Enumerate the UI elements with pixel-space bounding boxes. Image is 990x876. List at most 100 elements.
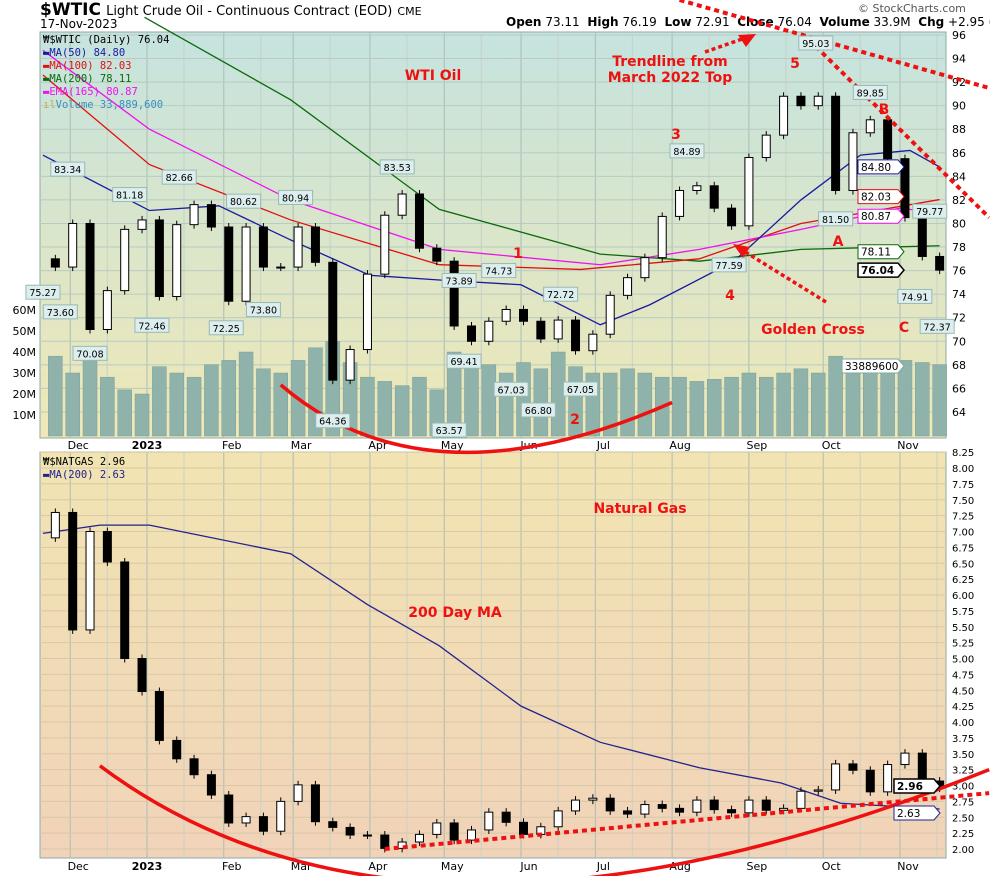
natgas-candle [102,531,112,563]
oil-candle [328,261,338,381]
close-value: 76.04 [777,15,812,29]
natgas-legend: ₩$NATGAS 2.96 ▬MA(200) 2.63 [43,456,125,482]
legend-ma50: ▬MA(50) 84.80 [43,47,126,59]
chart-date: 17-Nov-2023 [40,17,118,31]
legend-price: ₩$WTIC (Daily) 76.04 [43,34,170,46]
volume-bar [880,366,895,437]
price-label-box [520,402,556,418]
wti-oil-label: WTI Oil [405,68,462,84]
oil-candle [588,333,598,352]
price-label: 95.03 [802,39,829,50]
natgas-candle [779,807,789,811]
y-tick-label: 74 [952,288,966,301]
oil-candle [172,224,182,298]
volume-bar [377,381,393,437]
legend-ema165: ▬EMA(165) 80.87 [43,86,138,98]
y-tick-label: 88 [952,123,966,136]
price-label: 72.25 [213,324,240,335]
y-tick-label: 7.50 [952,496,974,507]
stockcharts-watermark: © StockCharts.com [858,2,966,15]
x-tick-label: Feb [222,439,241,452]
oil-candle [848,132,858,191]
volume-tick-label: 60M [13,304,37,317]
price-label-box [912,203,948,219]
oil-candle [276,266,286,269]
oil-candle [883,119,893,160]
price-label-box [493,381,529,397]
oil-candle [310,226,320,263]
oil-candle [397,193,407,216]
oil-candle [692,185,702,191]
y-tick-label: 4.00 [952,718,974,729]
price-label-box [562,381,598,397]
legend-ma200: ▬MA(200) 78.11 [43,73,132,85]
volume-bar [516,362,531,437]
volume-bar [394,385,410,437]
volume-bar [672,376,687,437]
natgas-candle [744,799,754,814]
x-tick-label: 2023 [132,439,163,452]
natgas-candle [519,821,529,835]
x-tick-label: Oct [822,860,842,873]
oil-candle [68,222,78,268]
natgas-candle [675,807,685,813]
volume-bar [932,364,947,437]
volume-tick-label: 30M [13,367,37,380]
value-tag [893,805,941,821]
volume-bar [602,372,618,437]
y-tick-label: 5.25 [952,639,974,650]
natgas-candle [796,790,806,809]
y-tick-label: 78 [952,241,966,254]
price-label-box [226,193,262,209]
price-label-box [818,211,854,227]
value-tag-text: 76.04 [861,265,894,277]
oil-candle [727,207,737,227]
price-label: 81.50 [822,215,849,226]
natgas-candle [241,816,251,824]
y-tick-label: 3.00 [952,782,974,793]
price-label: 80.62 [230,197,257,208]
y-tick-label: 72 [952,312,966,325]
value-tag [841,358,905,374]
oil-candle [796,95,806,107]
x-tick-label: Sep [747,860,768,873]
oil-candle [102,290,112,331]
natgas-panel [39,451,947,859]
volume-bar [256,368,271,437]
oil-candle [536,320,546,340]
y-tick-label: 5.50 [952,623,974,634]
value-tag-text: 84.80 [861,162,891,174]
oil-candle [900,158,910,219]
y-tick-label: 5.75 [952,607,974,618]
y-tick-label: 3.25 [952,766,974,777]
natgas-candle [709,799,719,811]
natgas-candle [571,799,581,812]
price-label-box [919,318,955,334]
oil-candle [85,222,95,330]
price-label-box [441,272,477,288]
line-swatch-icon: ▬ [43,86,50,98]
price-label: 80.94 [282,193,309,204]
natgas-candle [68,511,78,631]
y-tick-label: 2.50 [952,813,974,824]
x-tick-label: Sep [747,439,768,452]
wave-label: 1 [513,246,523,262]
volume-bar [863,368,878,437]
volume-bar [169,372,184,437]
natgas-candle [432,822,442,835]
volume-tick-label: 50M [13,325,37,338]
y-tick-label: 4.25 [952,702,974,713]
natgas-trendline [98,764,990,876]
trendline-label: March 2022 Top [608,70,733,86]
high-label: High [587,15,619,29]
price-label-box [161,169,197,185]
y-tick-label: 2.75 [952,797,974,808]
low-label: Low [664,15,692,29]
oil-candle [466,325,476,342]
price-label-box [134,317,170,333]
golden-cross-label: Golden Cross [761,322,865,338]
volume-bar [134,393,150,437]
value-tag-text: 82.03 [861,192,891,204]
volume-bar [845,362,861,437]
volume-bar [186,376,202,437]
